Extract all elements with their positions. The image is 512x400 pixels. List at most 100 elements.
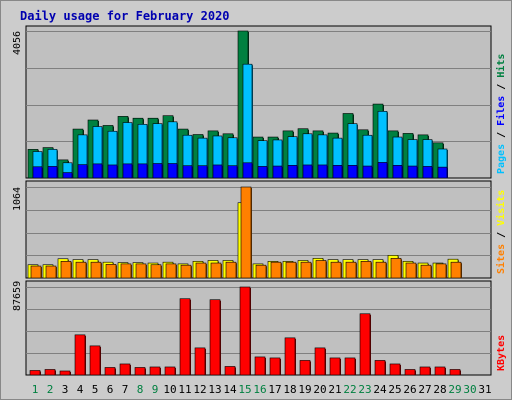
bar-kbytes-day-7 (119, 363, 131, 376)
bar-kbytes-day-22 (344, 357, 356, 376)
panel-hits-files-pages: 4056 Pages / Files / Hits (12, 25, 507, 179)
bar-kbytes-day-29 (449, 369, 461, 376)
bar-files-day-15 (242, 63, 253, 179)
bar-kbytes-day-20 (314, 347, 326, 376)
bar-kbytes-day-27 (419, 366, 431, 376)
x-tick-label-day-22: 22 (343, 383, 356, 396)
legend-kbytes: KBytes (496, 335, 507, 371)
x-tick-label-day-6: 6 (107, 383, 114, 396)
panel-kbytes: 87659 KBytes (12, 280, 507, 376)
bar-kbytes-day-8 (134, 367, 146, 376)
x-tick-label-day-21: 21 (328, 383, 341, 396)
bar-kbytes-day-17 (269, 357, 281, 376)
bar-kbytes-day-18 (284, 337, 296, 376)
bar-pages-day-17 (272, 165, 283, 179)
bar-kbytes-day-15 (239, 286, 251, 376)
x-tick-label-day-2: 2 (47, 383, 54, 396)
bar-kbytes-day-10 (164, 366, 176, 376)
bar-kbytes-day-26 (404, 369, 416, 376)
x-tick-label-day-17: 17 (268, 383, 281, 396)
x-tick-label-day-14: 14 (223, 383, 237, 396)
bar-kbytes-day-4 (74, 334, 86, 376)
x-tick-label-day-19: 19 (298, 383, 311, 396)
x-tick-label-day-29: 29 (448, 383, 461, 396)
bar-sites-day-13 (210, 262, 222, 279)
bar-kbytes-day-12 (194, 347, 206, 376)
bar-sites-day-3 (60, 261, 72, 279)
bar-pages-day-16 (257, 166, 268, 179)
bar-pages-day-18 (287, 165, 298, 179)
bar-kbytes-day-11 (179, 298, 191, 376)
bar-kbytes-day-2 (44, 369, 56, 376)
panel-background (25, 180, 492, 279)
legend-files: Files (495, 96, 507, 126)
bar-kbytes-day-14 (224, 366, 236, 376)
bar-pages-day-9 (152, 163, 163, 179)
bar-sites-day-5 (90, 261, 102, 279)
bar-sites-day-18 (285, 261, 297, 279)
bar-sites-day-28 (435, 263, 447, 279)
bar-kbytes-day-23 (359, 313, 371, 376)
chart-title: Daily usage for February 2020 (20, 9, 230, 23)
legend-text: KBytes (496, 335, 507, 371)
x-tick-label-day-28: 28 (433, 383, 446, 396)
bar-kbytes-day-5 (89, 345, 101, 376)
bar-pages-day-5 (92, 163, 103, 179)
axis-max-label: 4056 (12, 31, 23, 55)
x-tick-label-day-3: 3 (62, 383, 69, 396)
bar-kbytes-day-21 (329, 357, 341, 376)
x-tick-label-day-10: 10 (163, 383, 176, 396)
x-tick-label-day-8: 8 (137, 383, 144, 396)
legend-text: Sites / Visits (495, 190, 507, 274)
bar-kbytes-day-3 (59, 370, 71, 376)
x-tick-label-day-18: 18 (283, 383, 296, 396)
bar-kbytes-day-24 (374, 360, 386, 376)
bar-sites-day-21 (330, 261, 342, 279)
bar-pages-day-25 (392, 165, 403, 179)
bar-pages-day-21 (332, 165, 343, 179)
bar-sites-day-29 (450, 261, 462, 279)
bar-pages-day-3 (62, 172, 73, 179)
bar-sites-day-10 (165, 263, 177, 279)
bar-sites-day-8 (135, 263, 147, 279)
bar-sites-day-23 (360, 261, 372, 279)
x-tick-label-day-7: 7 (122, 383, 129, 396)
x-tick-label-day-9: 9 (152, 383, 159, 396)
bar-pages-day-24 (377, 162, 388, 179)
x-tick-label-day-20: 20 (313, 383, 326, 396)
bar-pages-day-20 (317, 164, 328, 179)
x-tick-label-day-4: 4 (77, 383, 84, 396)
bar-sites-day-27 (420, 264, 432, 279)
x-tick-label-day-23: 23 (358, 383, 371, 396)
bar-pages-day-1 (32, 166, 43, 179)
x-tick-label-day-15: 15 (238, 383, 251, 396)
x-tick-label-day-5: 5 (92, 383, 99, 396)
x-tick-label-day-26: 26 (403, 383, 416, 396)
bar-sites-day-2 (45, 265, 57, 279)
x-tick-label-day-12: 12 (193, 383, 206, 396)
bar-pages-day-14 (227, 165, 238, 179)
x-tick-label-day-13: 13 (208, 383, 221, 396)
x-tick-label-day-11: 11 (178, 383, 191, 396)
bar-pages-day-7 (122, 163, 133, 179)
bar-sites-day-17 (270, 261, 282, 279)
x-tick-label-day-25: 25 (388, 383, 401, 396)
bar-sites-day-7 (120, 263, 132, 279)
bar-sites-day-16 (255, 264, 267, 279)
bar-pages-day-11 (182, 165, 193, 179)
bar-sites-day-4 (75, 261, 87, 279)
x-tick-label-day-27: 27 (418, 383, 431, 396)
bar-pages-day-10 (167, 163, 178, 179)
bar-pages-day-26 (407, 165, 418, 179)
axis-max-label: 1064 (12, 187, 23, 211)
bar-kbytes-day-9 (149, 366, 161, 376)
bar-pages-day-12 (197, 165, 208, 179)
legend-sites: Sites (495, 244, 507, 274)
bar-kbytes-day-13 (209, 299, 221, 376)
bar-sites-day-6 (105, 264, 117, 279)
bar-pages-day-23 (362, 165, 373, 179)
bar-sites-day-26 (405, 262, 417, 279)
bar-pages-day-15 (242, 162, 253, 179)
bar-sites-day-19 (300, 261, 312, 279)
